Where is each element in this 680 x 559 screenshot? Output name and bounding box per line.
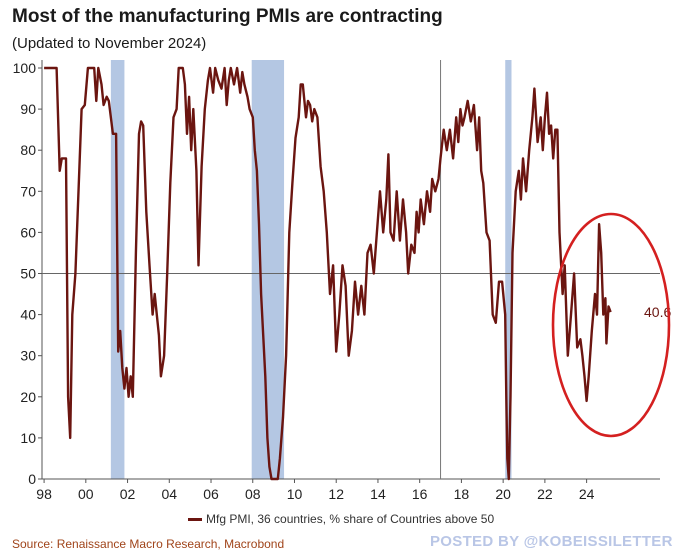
x-tick-label-16: 16 [412, 486, 428, 502]
y-tick-label-40: 40 [20, 307, 36, 323]
chart-title: Most of the manufacturing PMIs are contr… [12, 6, 443, 27]
y-tick-label-10: 10 [20, 430, 36, 446]
legend-label: Mfg PMI, 36 countries, % share of Countr… [206, 512, 495, 526]
x-tick-label-20: 20 [495, 486, 511, 502]
x-tick-label-02: 02 [120, 486, 136, 502]
x-tick-label-24: 24 [579, 486, 595, 502]
source-note: Source: Renaissance Macro Research, Macr… [12, 537, 285, 551]
x-tick-label-14: 14 [370, 486, 386, 502]
x-tick-label-08: 08 [245, 486, 261, 502]
chart-subtitle: (Updated to November 2024) [12, 35, 207, 52]
y-tick-label-0: 0 [28, 471, 36, 487]
y-tick-label-90: 90 [20, 101, 36, 117]
y-tick-label-80: 80 [20, 142, 36, 158]
recession-band-2 [505, 60, 512, 479]
x-tick-label-22: 22 [537, 486, 553, 502]
series-line-mfg-pmi [44, 66, 612, 481]
chart-legend: Mfg PMI, 36 countries, % share of Countr… [188, 512, 494, 526]
y-tick-label-100: 100 [13, 60, 37, 76]
x-tick-label-18: 18 [454, 486, 470, 502]
x-tick-label-10: 10 [287, 486, 303, 502]
end-value-label: 40.6 [644, 304, 671, 320]
recession-band-1 [251, 60, 285, 479]
y-tick-label-30: 30 [20, 348, 36, 364]
y-tick-label-50: 50 [20, 266, 36, 282]
x-tick-label-98: 98 [36, 486, 52, 502]
highlight-ellipse [551, 212, 671, 438]
x-tick-label-04: 04 [161, 486, 177, 502]
x-tick-label-00: 00 [78, 486, 94, 502]
legend-swatch [188, 517, 202, 521]
x-tick-label-06: 06 [203, 486, 219, 502]
y-tick-label-20: 20 [20, 389, 36, 405]
watermark: POSTED BY @KOBEISSILETTER [430, 533, 673, 550]
y-tick-label-70: 70 [20, 183, 36, 199]
x-tick-label-12: 12 [328, 486, 344, 502]
y-tick-label-60: 60 [20, 224, 36, 240]
